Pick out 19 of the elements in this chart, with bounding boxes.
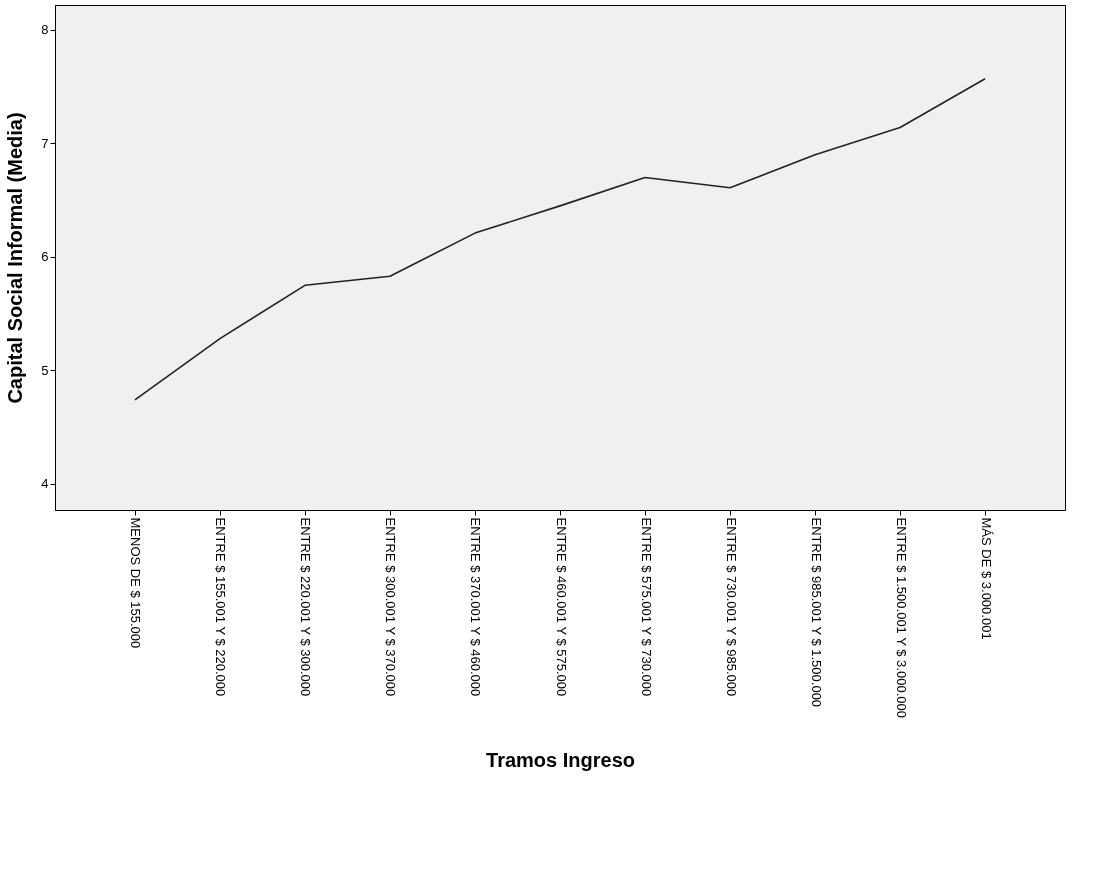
x-tick-label: ENTRE $ 730.001 Y $ 985.000	[723, 517, 739, 697]
x-tick-label: ENTRE $ 985.001 Y $ 1.500.000	[808, 517, 824, 708]
x-tick-label: ENTRE $ 460.001 Y $ 575.000	[553, 517, 569, 697]
x-tick-label: ENTRE $ 1.500.001 Y $ 3.000.000	[893, 517, 909, 718]
y-tick-label: 6	[41, 249, 49, 265]
y-tick-label: 7	[41, 135, 49, 151]
x-tick-label: MENOS DE $ 155.000	[128, 517, 144, 649]
x-axis-title: Tramos Ingreso	[486, 748, 635, 771]
line-series	[134, 77, 986, 401]
y-tick-label: 5	[41, 362, 49, 378]
y-axis-title: Capital Social Informal (Media)	[4, 112, 27, 404]
x-tick-label: ENTRE $ 155.001 Y $ 220.000	[213, 517, 229, 697]
x-tick-label: ENTRE $ 220.001 Y $ 300.000	[298, 517, 314, 697]
x-tick-label: ENTRE $ 300.001 Y $ 370.000	[383, 517, 399, 697]
x-tick-label: ENTRE $ 370.001 Y $ 460.000	[468, 517, 484, 697]
y-tick-label: 4	[41, 476, 49, 492]
x-tick-label: ENTRE $ 575.001 Y $ 730.000	[638, 517, 654, 697]
x-tick-label: MÁS DE $ 3.000.001	[978, 517, 994, 640]
y-tick-label: 8	[41, 22, 49, 38]
